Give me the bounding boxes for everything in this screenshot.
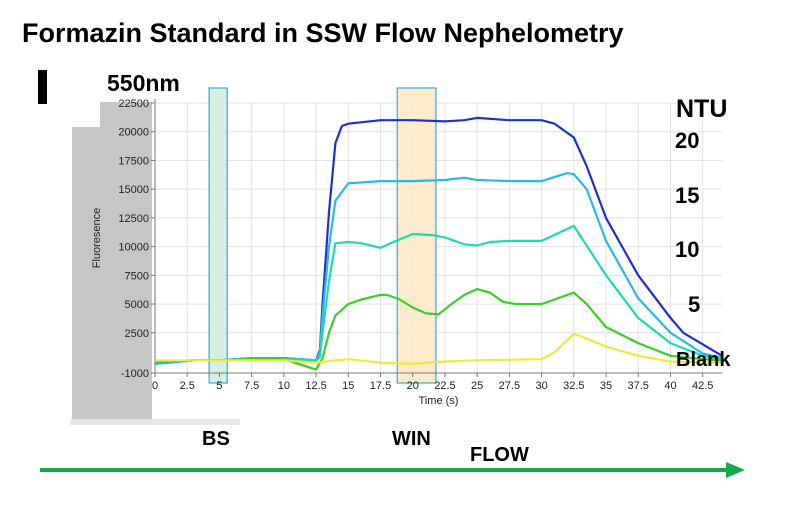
series-line-10 [154,224,723,363]
x-tick-label-16: 40 [664,380,676,392]
highlight-window-bs [208,87,228,384]
x-tick-label-0: 0 [152,380,158,392]
flow-label: FLOW [470,444,529,466]
x-tick-label-7: 17.5 [370,380,391,392]
y-axis-title: Fluoresence [91,208,103,269]
x-tick-label-6: 15 [342,380,354,392]
flow-arrow-head [726,462,745,478]
ntu-label-15: 15 [675,183,700,208]
ntu-label-20: 20 [675,128,700,153]
y-tick-label-6: 15000 [118,184,149,196]
y-tick-label-5: 12500 [118,213,149,225]
y-tick-label-2: 5000 [125,299,149,311]
y-tick-label-9: 22500 [118,98,149,110]
y-tick-label-0: -1000 [121,368,149,380]
bs-label: BS [202,428,230,450]
panel-strip [70,419,240,425]
x-tick-label-4: 10 [278,380,290,392]
series-line-5 [154,288,723,371]
x-tick-label-15: 37.5 [628,380,649,392]
y-tick-label-3: 7500 [125,270,149,282]
flow-arrow [40,462,745,478]
x-tick-label-9: 22.5 [434,380,455,392]
chart-title: Formazin Standard in SSW Flow Nephelomet… [22,18,624,48]
y-tick-label-4: 10000 [118,242,149,254]
flow-arrow-shaft [40,468,730,472]
x-tick-label-11: 27.5 [499,380,520,392]
y-tick-label-8: 20000 [118,127,149,139]
ntu-unit-label: NTU [676,95,728,123]
x-tick-label-10: 25 [471,380,483,392]
series-line-blank [155,332,722,365]
x-tick-label-8: 20 [407,380,419,392]
y-tick-label-7: 17500 [118,155,149,167]
x-tick-label-14: 35 [600,380,612,392]
x-tick-label-2: 5 [216,380,222,392]
ntu-label-blank: Blank [676,349,731,371]
wavelength-label: 550nm [107,70,180,96]
ntu-label-5: 5 [688,292,701,317]
win-label: WIN [392,428,431,450]
x-tick-label-12: 30 [535,380,547,392]
x-tick-label-17: 42.5 [692,380,713,392]
ntu-label-10: 10 [675,237,700,262]
y-tick-label-1: 2500 [125,328,149,340]
x-tick-label-1: 2.5 [180,380,195,392]
x-tick-label-13: 32.5 [563,380,584,392]
marker-bar [38,70,47,104]
plot-area [155,103,722,373]
x-axis-title: Time (s) [419,395,459,407]
chart-svg: 0 2.5 5 7.5 10 12.5 15 17.5 20 22.5 25 27.5 30 32.5 35… [91,87,723,407]
x-tick-label-5: 12.5 [305,380,326,392]
panel-background [72,127,152,422]
x-tick-label-3: 7.5 [244,380,259,392]
